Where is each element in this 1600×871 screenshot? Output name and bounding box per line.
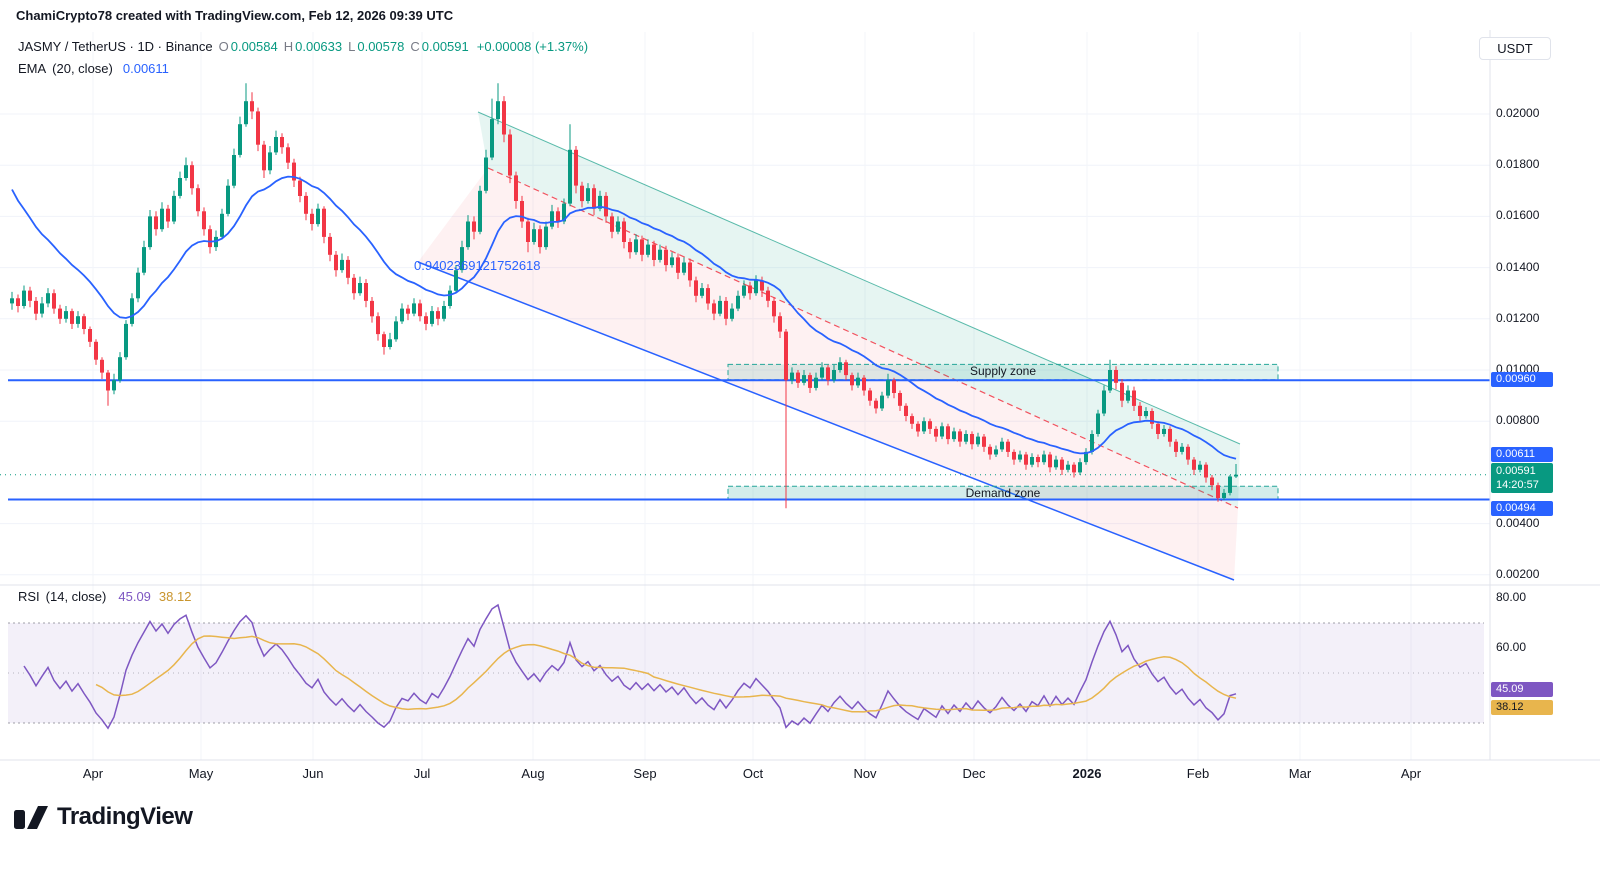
time-axis-label: Jun	[302, 766, 324, 781]
ema-title: EMA	[18, 61, 47, 76]
time-axis-label: Jul	[413, 766, 431, 781]
rsi-line[interactable]	[23, 603, 1237, 730]
rsi-value-label: 45.09	[1491, 682, 1553, 697]
last-price-label: 0.00591 14:20:57	[1491, 463, 1553, 493]
price-tick-label: 0.01200	[1496, 310, 1540, 325]
change-value: +0.00008 (+1.37%)	[476, 39, 589, 54]
ema-legend-value: 0.00611	[122, 61, 169, 76]
time-axis-label: Feb	[1186, 766, 1210, 781]
currency-button[interactable]: USDT	[1479, 37, 1551, 60]
price-tick-label: 0.01400	[1496, 259, 1540, 274]
time-axis-label: Oct	[742, 766, 764, 781]
rsi-tick-label: 60.00	[1496, 640, 1527, 654]
price-tick-label: 0.00400	[1496, 515, 1540, 530]
time-axis-label: May	[188, 766, 214, 781]
rsi-title: RSI	[18, 589, 40, 604]
price-tick-label: 0.02000	[1496, 106, 1540, 120]
symbol-title: JASMY / TetherUS · 1D · Binance	[18, 39, 213, 54]
time-axis-label: Apr	[1400, 766, 1422, 781]
ema-line[interactable]	[11, 175, 1237, 460]
rsi-tick-label: 80.00	[1496, 590, 1527, 604]
gridlines	[0, 32, 1490, 760]
close-label: C	[410, 39, 420, 54]
rsi-params: (14, close)	[45, 589, 107, 604]
channel-upper-fill	[478, 112, 1240, 508]
channel-upper-line[interactable]	[477, 111, 1241, 445]
attribution-text: ChamiCrypto78 created with TradingView.c…	[16, 8, 454, 23]
time-axis-label: Dec	[962, 766, 986, 781]
time-axis-label: Aug	[521, 766, 545, 781]
ema-params: (20, close)	[52, 61, 113, 76]
ema-price-label: 0.00611	[1491, 447, 1553, 462]
rsi-ma-legend-value: 38.12	[158, 589, 192, 604]
rsi-legend[interactable]: RSI (14, close) 45.09 38.12	[18, 589, 191, 604]
tradingview-logo[interactable]: TradingView	[14, 802, 193, 832]
time-axis-label: Sep	[633, 766, 657, 781]
price-tick-label: 0.00800	[1496, 413, 1540, 428]
open-label: O	[218, 39, 229, 54]
open-value: 0.00584	[230, 39, 278, 54]
candlestick-series	[10, 83, 1238, 509]
channel-lower-line[interactable]	[417, 261, 1235, 581]
time-axis-label: Nov	[853, 766, 877, 781]
symbol-legend[interactable]: JASMY / TetherUS · 1D · Binance O 0.0058…	[18, 39, 588, 54]
brand-text: TradingView	[57, 803, 193, 830]
bar-countdown: 14:20:57	[1496, 479, 1539, 491]
low-label: L	[348, 39, 356, 54]
price-tick-label: 0.00200	[1496, 566, 1540, 581]
high-label: H	[283, 39, 294, 54]
time-axis[interactable]	[0, 760, 1600, 788]
time-axis-label: Apr	[82, 766, 104, 781]
time-axis-label: 2026	[1072, 766, 1102, 781]
high-value: 0.00633	[295, 39, 343, 54]
ema-legend[interactable]: EMA (20, close) 0.00611	[18, 61, 169, 76]
last-price-value: 0.00591	[1496, 465, 1536, 477]
supply-zone-label: Supply zone	[969, 364, 1037, 378]
low-value: 0.00578	[357, 39, 405, 54]
price-tick-label: 0.01800	[1496, 157, 1540, 172]
price-tick-label: 0.01600	[1496, 208, 1540, 223]
rsi-ma-line[interactable]	[95, 635, 1237, 713]
fib-level-label: 0.9402369121752618	[414, 258, 541, 273]
demand-zone-label: Demand zone	[965, 486, 1041, 500]
time-axis-label: Mar	[1288, 766, 1312, 781]
close-value: 0.00591	[421, 39, 469, 54]
tradingview-logo-icon	[14, 806, 48, 829]
rsi-ma-value-label: 38.12	[1491, 700, 1553, 715]
level-price-label-upper: 0.00960	[1491, 372, 1553, 387]
zone-rect[interactable]	[727, 485, 1279, 501]
channel-mid-line[interactable]	[487, 167, 1239, 509]
rsi-legend-value: 45.09	[118, 589, 151, 604]
level-price-label-lower: 0.00494	[1491, 501, 1553, 516]
